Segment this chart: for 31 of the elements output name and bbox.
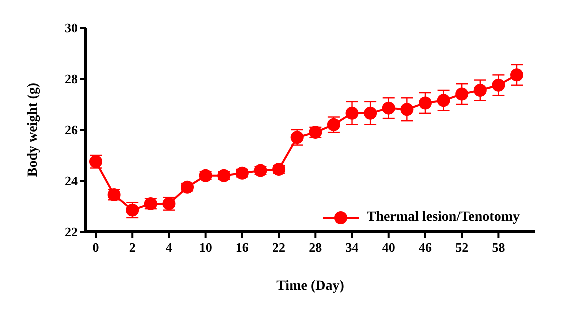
point: [272, 163, 286, 176]
x-tick-label: 2: [129, 240, 136, 255]
x-tick-label: 28: [309, 240, 323, 255]
x-axis-title: Time (Day): [276, 279, 345, 294]
x-tick-label: 10: [199, 240, 212, 255]
x-tick-label: 16: [236, 240, 250, 255]
y-tick-label: 22: [65, 224, 78, 240]
point: [456, 88, 469, 101]
point: [382, 102, 396, 115]
y-tick-label: 24: [65, 174, 78, 189]
point: [474, 84, 487, 97]
y-tick-label: 30: [65, 20, 78, 36]
point: [418, 96, 432, 110]
legend-label: Thermal lesion/Tenotomy: [366, 210, 520, 226]
x-tick-label: 46: [418, 240, 432, 255]
y-axis-title: Body weight (g): [26, 82, 41, 178]
point: [510, 68, 524, 82]
y-tick-label: 26: [65, 122, 78, 138]
x-tick-label: 58: [492, 240, 506, 255]
x-tick-label: 40: [382, 240, 396, 255]
point: [437, 94, 450, 108]
x-tick-label: 34: [346, 240, 360, 255]
x-tick-label: 22: [272, 240, 286, 255]
point: [364, 106, 378, 120]
x-tick-label: 52: [456, 240, 469, 255]
point: [400, 103, 414, 116]
x-tick-label: 0: [92, 240, 100, 255]
point: [492, 78, 506, 92]
x-tick-label: 4: [166, 240, 173, 255]
y-tick-label: 28: [65, 72, 78, 87]
point: [346, 106, 359, 120]
